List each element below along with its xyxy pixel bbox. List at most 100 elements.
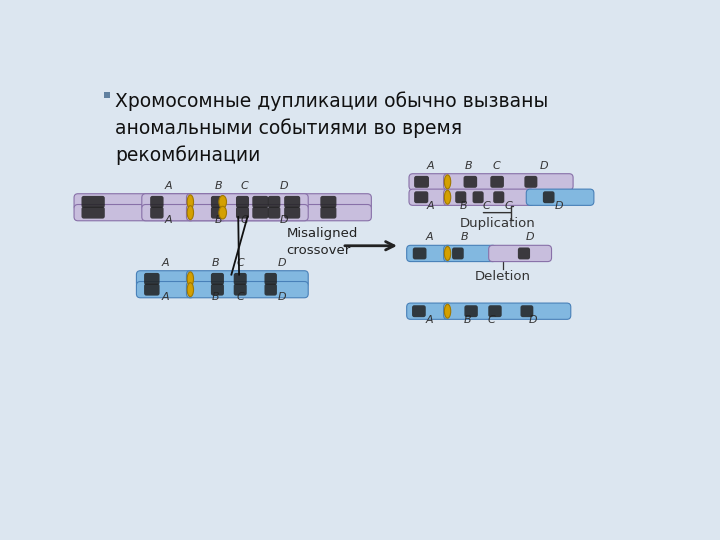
FancyBboxPatch shape: [81, 207, 105, 219]
Text: D: D: [539, 161, 548, 171]
FancyBboxPatch shape: [219, 194, 372, 210]
FancyBboxPatch shape: [144, 273, 160, 285]
Text: D: D: [526, 232, 534, 242]
Text: C: C: [488, 315, 495, 325]
Text: D: D: [277, 258, 286, 268]
FancyBboxPatch shape: [81, 196, 105, 208]
Text: A: A: [164, 215, 172, 225]
Text: A: A: [164, 181, 172, 191]
FancyBboxPatch shape: [211, 284, 224, 295]
FancyBboxPatch shape: [521, 305, 534, 317]
Text: D: D: [277, 292, 286, 302]
FancyBboxPatch shape: [412, 305, 426, 317]
Text: A: A: [161, 292, 169, 302]
FancyBboxPatch shape: [186, 194, 308, 210]
FancyBboxPatch shape: [407, 245, 451, 261]
FancyBboxPatch shape: [142, 205, 194, 221]
Text: C: C: [492, 161, 500, 171]
FancyBboxPatch shape: [409, 189, 451, 205]
FancyBboxPatch shape: [524, 176, 537, 188]
Ellipse shape: [444, 246, 451, 260]
Ellipse shape: [187, 195, 194, 209]
FancyBboxPatch shape: [488, 305, 502, 317]
FancyBboxPatch shape: [211, 196, 224, 208]
Ellipse shape: [444, 190, 451, 204]
Ellipse shape: [187, 206, 194, 220]
FancyBboxPatch shape: [144, 284, 160, 295]
FancyBboxPatch shape: [543, 191, 554, 203]
Text: B: B: [215, 215, 222, 225]
FancyBboxPatch shape: [74, 194, 227, 210]
Text: B: B: [459, 201, 467, 211]
Text: B: B: [212, 292, 220, 302]
Text: B: B: [464, 315, 472, 325]
FancyBboxPatch shape: [409, 174, 451, 190]
FancyBboxPatch shape: [136, 271, 194, 287]
FancyBboxPatch shape: [444, 303, 571, 319]
FancyBboxPatch shape: [74, 205, 227, 221]
Text: C: C: [505, 201, 513, 211]
FancyBboxPatch shape: [444, 174, 573, 190]
FancyBboxPatch shape: [268, 207, 280, 219]
Text: A: A: [426, 201, 434, 211]
FancyBboxPatch shape: [186, 271, 308, 287]
FancyBboxPatch shape: [444, 245, 497, 261]
Text: B: B: [464, 161, 472, 171]
FancyBboxPatch shape: [211, 273, 224, 285]
Text: Misaligned
crossover: Misaligned crossover: [287, 227, 358, 257]
Ellipse shape: [444, 304, 451, 318]
Text: B: B: [215, 181, 222, 191]
Text: C: C: [237, 292, 244, 302]
Text: D: D: [279, 181, 288, 191]
FancyBboxPatch shape: [493, 191, 504, 203]
Text: A: A: [426, 161, 434, 171]
FancyBboxPatch shape: [464, 305, 478, 317]
FancyBboxPatch shape: [186, 281, 308, 298]
FancyBboxPatch shape: [236, 196, 249, 208]
Text: Duplication: Duplication: [459, 217, 535, 230]
FancyBboxPatch shape: [234, 273, 247, 285]
FancyBboxPatch shape: [264, 273, 277, 285]
Text: C: C: [240, 181, 248, 191]
Text: A: A: [161, 258, 169, 268]
Text: A: A: [426, 232, 433, 242]
FancyBboxPatch shape: [136, 281, 194, 298]
Ellipse shape: [187, 272, 194, 286]
Text: C: C: [237, 258, 244, 268]
FancyBboxPatch shape: [490, 176, 504, 188]
Text: Deletion: Deletion: [474, 269, 531, 282]
FancyBboxPatch shape: [252, 196, 269, 208]
FancyBboxPatch shape: [464, 176, 477, 188]
Text: C: C: [240, 215, 248, 225]
Text: Хромосомные дупликации обычно вызваны
аномальными событиями во время
рекомбинаци: Хромосомные дупликации обычно вызваны ан…: [115, 92, 548, 165]
FancyBboxPatch shape: [142, 194, 194, 210]
FancyBboxPatch shape: [150, 207, 163, 219]
FancyBboxPatch shape: [264, 284, 277, 295]
Ellipse shape: [444, 175, 451, 189]
FancyBboxPatch shape: [268, 196, 280, 208]
FancyBboxPatch shape: [455, 191, 467, 203]
FancyBboxPatch shape: [234, 284, 247, 295]
Ellipse shape: [219, 195, 227, 208]
FancyBboxPatch shape: [452, 247, 464, 259]
FancyBboxPatch shape: [414, 191, 428, 203]
FancyBboxPatch shape: [320, 196, 336, 208]
Text: C: C: [482, 201, 490, 211]
FancyBboxPatch shape: [284, 207, 300, 219]
FancyBboxPatch shape: [413, 247, 426, 259]
FancyBboxPatch shape: [444, 189, 534, 205]
FancyBboxPatch shape: [414, 176, 429, 188]
Text: B: B: [212, 258, 220, 268]
FancyBboxPatch shape: [472, 191, 484, 203]
Text: D: D: [529, 315, 538, 325]
FancyBboxPatch shape: [320, 207, 336, 219]
Text: D: D: [279, 215, 288, 225]
Ellipse shape: [219, 206, 227, 219]
FancyBboxPatch shape: [236, 207, 249, 219]
FancyBboxPatch shape: [489, 245, 552, 261]
Ellipse shape: [187, 282, 194, 296]
FancyBboxPatch shape: [252, 207, 269, 219]
Bar: [104, 92, 110, 98]
FancyBboxPatch shape: [186, 205, 308, 221]
FancyBboxPatch shape: [518, 247, 530, 259]
